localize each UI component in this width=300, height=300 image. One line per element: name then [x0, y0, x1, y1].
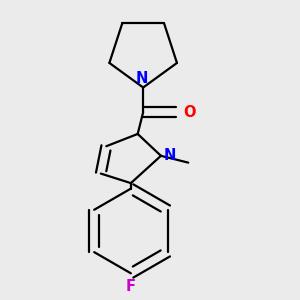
Text: F: F [126, 279, 136, 294]
Text: O: O [183, 105, 195, 120]
Text: N: N [136, 71, 148, 86]
Text: N: N [164, 148, 176, 163]
